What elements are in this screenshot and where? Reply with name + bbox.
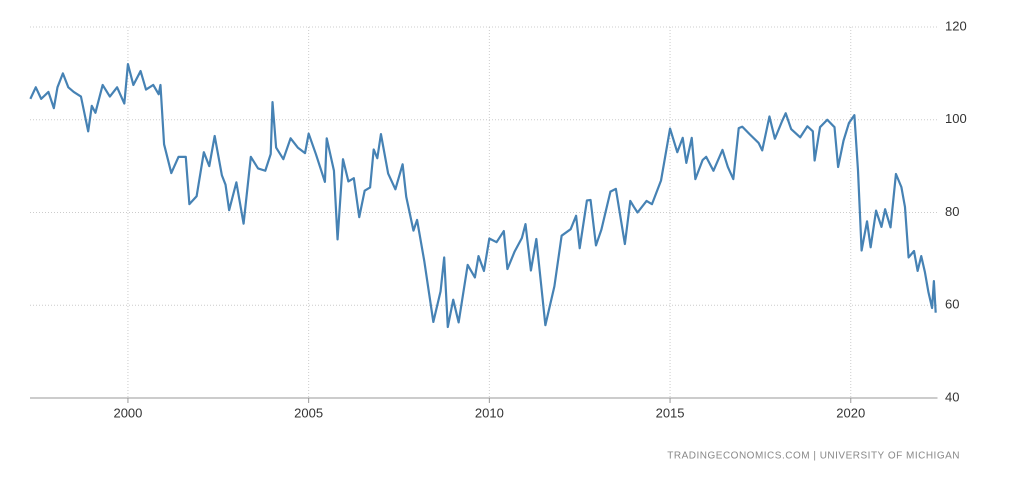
x-tick-label: 2005: [294, 405, 323, 420]
y-tick-label: 120: [945, 18, 967, 33]
x-tick-label: 2015: [656, 405, 685, 420]
y-tick-label: 80: [945, 204, 959, 219]
x-tick-label: 2000: [113, 405, 142, 420]
x-tick-label: 2010: [475, 405, 504, 420]
source: TRADINGECONOMICS.COM | UNIVERSITY OF MIC…: [667, 451, 960, 462]
x-tick-label: 2020: [836, 405, 865, 420]
y-tick-label: 60: [945, 297, 959, 312]
y-tick-label: 40: [945, 389, 959, 404]
data-line: [29, 62, 937, 329]
y-tick-label: 100: [945, 111, 967, 126]
